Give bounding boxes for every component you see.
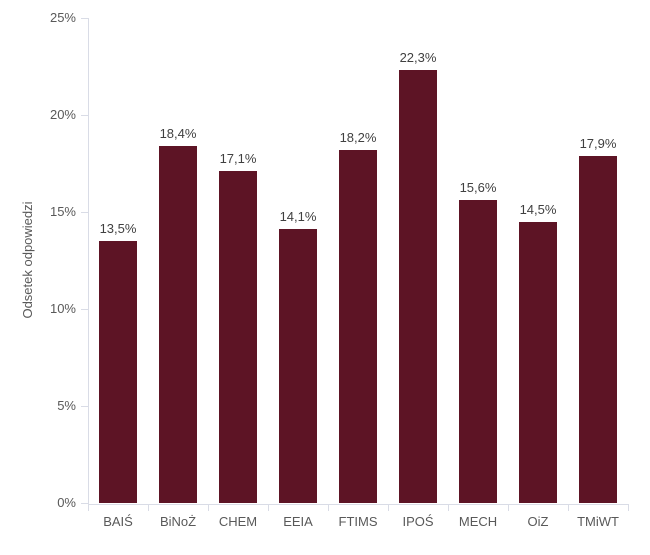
x-category-label: BAIŚ (103, 514, 133, 529)
x-category-label: TMiWT (577, 514, 619, 529)
bar-value-label: 18,4% (159, 126, 197, 141)
bar (99, 241, 137, 503)
bar (519, 222, 557, 503)
x-category-label: MECH (458, 514, 498, 529)
bar-value-label: 17,9% (579, 136, 617, 151)
bar (459, 200, 497, 503)
y-tick-mark (81, 406, 88, 407)
x-category-label: FTIMS (338, 514, 378, 529)
x-tick-mark (148, 504, 149, 511)
x-tick-mark (448, 504, 449, 511)
bar (219, 171, 257, 503)
y-tick-mark (81, 309, 88, 310)
x-tick-mark (508, 504, 509, 511)
x-category-label: CHEM (218, 514, 258, 529)
y-tick-label: 20% (49, 107, 76, 122)
y-tick-label: 5% (57, 398, 76, 413)
bar (579, 156, 617, 503)
x-tick-mark (388, 504, 389, 511)
x-category-label: IPOŚ (402, 514, 434, 529)
y-tick-label: 0% (57, 495, 76, 510)
y-axis-title: Odsetek odpowiedzi (20, 201, 35, 319)
y-tick-mark (81, 503, 88, 504)
bar-value-label: 15,6% (459, 180, 497, 195)
x-tick-mark (208, 504, 209, 511)
x-axis-line (88, 504, 629, 505)
x-tick-mark (568, 504, 569, 511)
x-category-label: EEIA (283, 514, 313, 529)
x-tick-mark (628, 504, 629, 511)
bar-value-label: 17,1% (219, 151, 257, 166)
bar-value-label: 22,3% (399, 50, 437, 65)
y-tick-mark (81, 212, 88, 213)
x-tick-mark (268, 504, 269, 511)
bar (279, 229, 317, 503)
y-axis-line (88, 18, 89, 504)
y-tick-mark (81, 18, 88, 19)
y-tick-label: 10% (49, 301, 76, 316)
bar (159, 146, 197, 503)
x-category-label: OiZ (527, 514, 549, 529)
bar-value-label: 18,2% (339, 130, 377, 145)
bar-value-label: 13,5% (99, 221, 137, 236)
x-tick-mark (88, 504, 89, 511)
bar (339, 150, 377, 503)
y-tick-mark (81, 115, 88, 116)
bar-value-label: 14,1% (279, 209, 317, 224)
x-category-label: BiNoŻ (159, 514, 197, 529)
y-tick-label: 15% (49, 204, 76, 219)
y-tick-label: 25% (49, 10, 76, 25)
x-tick-mark (328, 504, 329, 511)
bar (399, 70, 437, 503)
bar-value-label: 14,5% (519, 202, 557, 217)
